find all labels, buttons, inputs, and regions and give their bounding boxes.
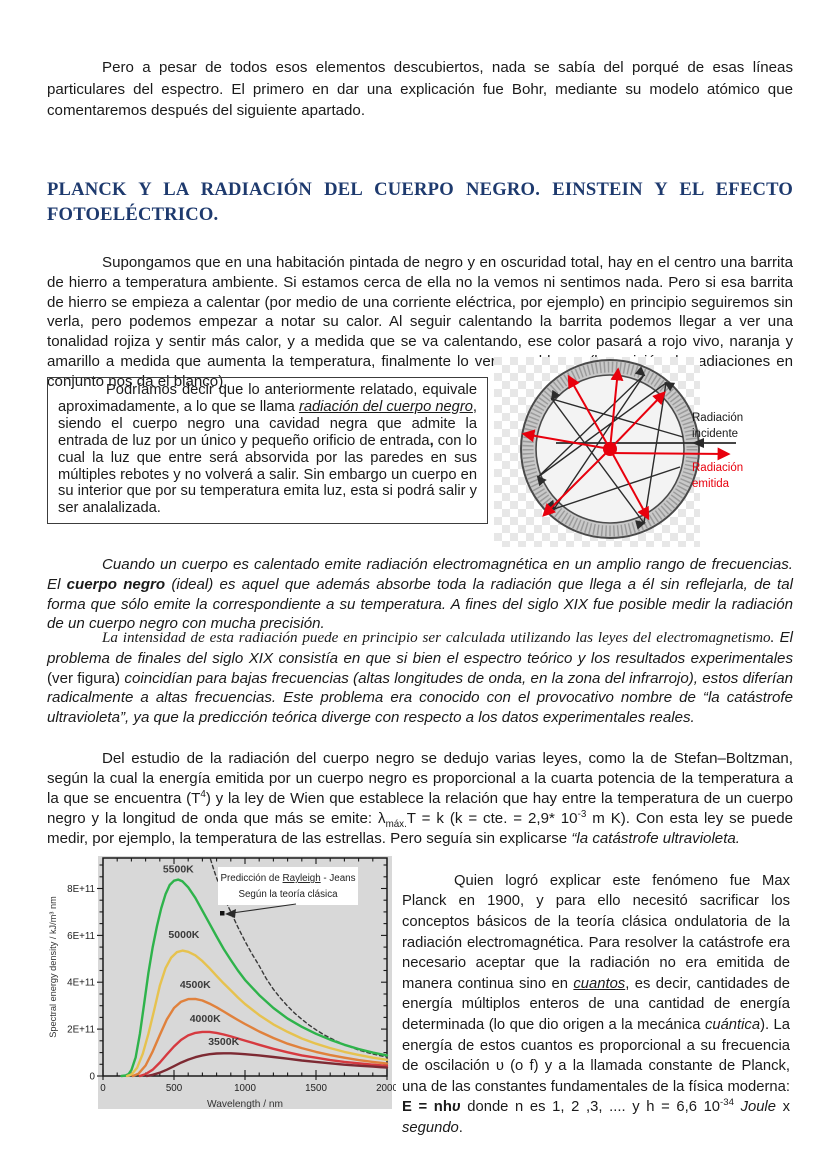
blackbody-definition-box: Podríamos decir que lo anteriormente rel…	[47, 377, 488, 525]
text-segment: Cuando un cuerpo es calentado emite radi…	[47, 556, 793, 593]
text-segment: “la catástrofe ultravioleta.	[571, 830, 740, 848]
text-segment: E = nh	[402, 1099, 452, 1116]
svg-text:4E+11: 4E+11	[67, 978, 95, 989]
curve-3500K	[145, 1052, 389, 1078]
paragraph-intro: Pero a pesar de todos esos elementos des…	[47, 57, 793, 122]
curve-5500K	[120, 878, 389, 1078]
axis-ticks	[97, 858, 388, 1080]
paragraph-ultraviolet-catastrophe: La intensidad de esta radiación puede en…	[47, 628, 793, 728]
text-segment: , siendo el cuerpo negro una cavidad neg…	[58, 398, 477, 449]
paragraph-blackbody-italic: Cuando un cuerpo es calentado emite radi…	[47, 555, 793, 634]
text-segment: Joule	[740, 1099, 776, 1116]
svg-text:0: 0	[100, 1083, 106, 1094]
spectrum-chart-svg: 0 500 1000 1500 2000 0 2E+11 4E+11 6E+11 8E+11 Wav…	[48, 856, 398, 1110]
curve-labels: 5500K 5000K 4500K 4000K 3500K	[163, 864, 240, 1048]
text-segment: 4	[200, 789, 206, 801]
emitted-label-line2: emitida	[692, 478, 730, 490]
text-segment: Quien logró explicar este fenómeno fue M…	[402, 872, 790, 992]
emitting-body-dot	[603, 442, 617, 456]
text-segment: El problema de finales del siglo XIX con…	[47, 629, 793, 667]
svg-text:2000: 2000	[376, 1083, 396, 1094]
text-segment: υ	[451, 1099, 461, 1116]
incident-label-line1: Radiación	[692, 412, 743, 424]
text-segment: .	[458, 1119, 463, 1136]
svg-text:8E+11: 8E+11	[67, 884, 95, 895]
svg-text:4500K: 4500K	[180, 979, 211, 991]
incident-ray	[556, 438, 736, 448]
text-segment: x	[775, 1099, 790, 1116]
text-segment: Pero a pesar de todos esos elementos des…	[47, 59, 793, 120]
text-segment: máx.	[385, 819, 407, 831]
emitted-rays	[521, 367, 731, 521]
cavity-diagram-svg: Radiación incidente Radiación emitida	[494, 357, 743, 547]
text-segment: (ideal) es aquel que además absorbe toda…	[47, 575, 793, 633]
y-axis-title: Spectral energy density / kJ/m³ nm	[48, 896, 58, 1038]
svg-text:5000K: 5000K	[168, 929, 199, 941]
text-segment: cuerpo negro	[66, 575, 166, 593]
x-axis-title: Wavelength / nm	[207, 1099, 283, 1110]
text-segment: ) y la ley de Wien que establece la rela…	[47, 790, 793, 828]
text-segment: cuantos	[573, 975, 626, 992]
text-segment: cuántica	[704, 1016, 761, 1033]
text-segment: ,	[429, 432, 434, 449]
svg-text:6E+11: 6E+11	[67, 931, 95, 942]
svg-text:Predicción de Rayleigh - Jeans: Predicción de Rayleigh - Jeans	[220, 873, 355, 884]
curve-4000K	[138, 1030, 389, 1078]
paragraph-laws: Del estudio de la radiación del cuerpo n…	[47, 749, 793, 849]
curve-5000K	[125, 949, 389, 1078]
text-segment: T = k (k = cte. = 2,9* 10	[406, 810, 578, 828]
svg-text:3500K: 3500K	[208, 1036, 239, 1048]
section-heading: PLANCK Y LA RADIACIÓN DEL CUERPO NEGRO. …	[47, 179, 793, 225]
svg-text:4000K: 4000K	[190, 1013, 221, 1025]
curve-4500K	[131, 997, 389, 1078]
text-segment: , es decir, cantidades de energía múltip…	[402, 975, 790, 1033]
text-segment: Del estudio de la radiación del cuerpo n…	[47, 750, 793, 808]
text-segment: Podríamos decir que lo anteriormente rel…	[58, 382, 477, 415]
text-segment: ). La energía de estos cuantos es propor…	[402, 1016, 791, 1095]
blackbody-spectrum-chart: 0 500 1000 1500 2000 0 2E+11 4E+11 6E+11 8E+11 Wav…	[40, 854, 398, 1116]
rayleigh-jeans-annotation: Predicción de Rayleigh - Jeans Según la t…	[218, 867, 358, 918]
text-segment: coincidían para bajas frecuencias (altas…	[47, 669, 793, 727]
incident-label-line2: incidente	[692, 428, 738, 440]
text-segment	[734, 1099, 741, 1115]
svg-text:1000: 1000	[234, 1083, 256, 1094]
emitted-label-line1: Radiación	[692, 462, 743, 474]
blackbody-definition-text: Podríamos decir que lo anteriormente rel…	[58, 382, 477, 517]
svg-text:Según la teoría clásica: Según la teoría clásica	[238, 889, 338, 900]
text-segment: (ver figura)	[47, 669, 121, 687]
cavity-labels: Radiación incidente Radiación emitida	[692, 412, 743, 490]
text-segment: radiación del cuerpo negro	[298, 398, 473, 415]
svg-text:500: 500	[166, 1083, 183, 1094]
svg-text:5500K: 5500K	[163, 864, 194, 876]
svg-text:1500: 1500	[305, 1083, 327, 1094]
text-segment: donde n es 1, 2 ,3, .... y h = 6,6 10	[460, 1099, 721, 1116]
text-segment: -34	[720, 1097, 734, 1109]
svg-text:2E+11: 2E+11	[67, 1025, 95, 1036]
text-segment: m K). Con esta ley se puede medir, por e…	[47, 810, 793, 848]
text-segment: La intensidad de esta radiación puede en…	[102, 630, 775, 647]
text-segment: segundo	[402, 1119, 459, 1136]
paragraph-planck: Quien logró explicar este fenómeno fue M…	[402, 871, 790, 1139]
svg-text:0: 0	[90, 1072, 96, 1083]
bouncing-ray-path	[536, 366, 684, 530]
tick-labels: 0 500 1000 1500 2000 0 2E+11 4E+11 6E+11 8E+11	[67, 884, 398, 1094]
cavity-diagram: Radiación incidente Radiación emitida	[494, 357, 798, 549]
text-segment: -3	[577, 809, 587, 821]
text-segment: con lo cual la luz que entre será absorv…	[58, 432, 477, 517]
